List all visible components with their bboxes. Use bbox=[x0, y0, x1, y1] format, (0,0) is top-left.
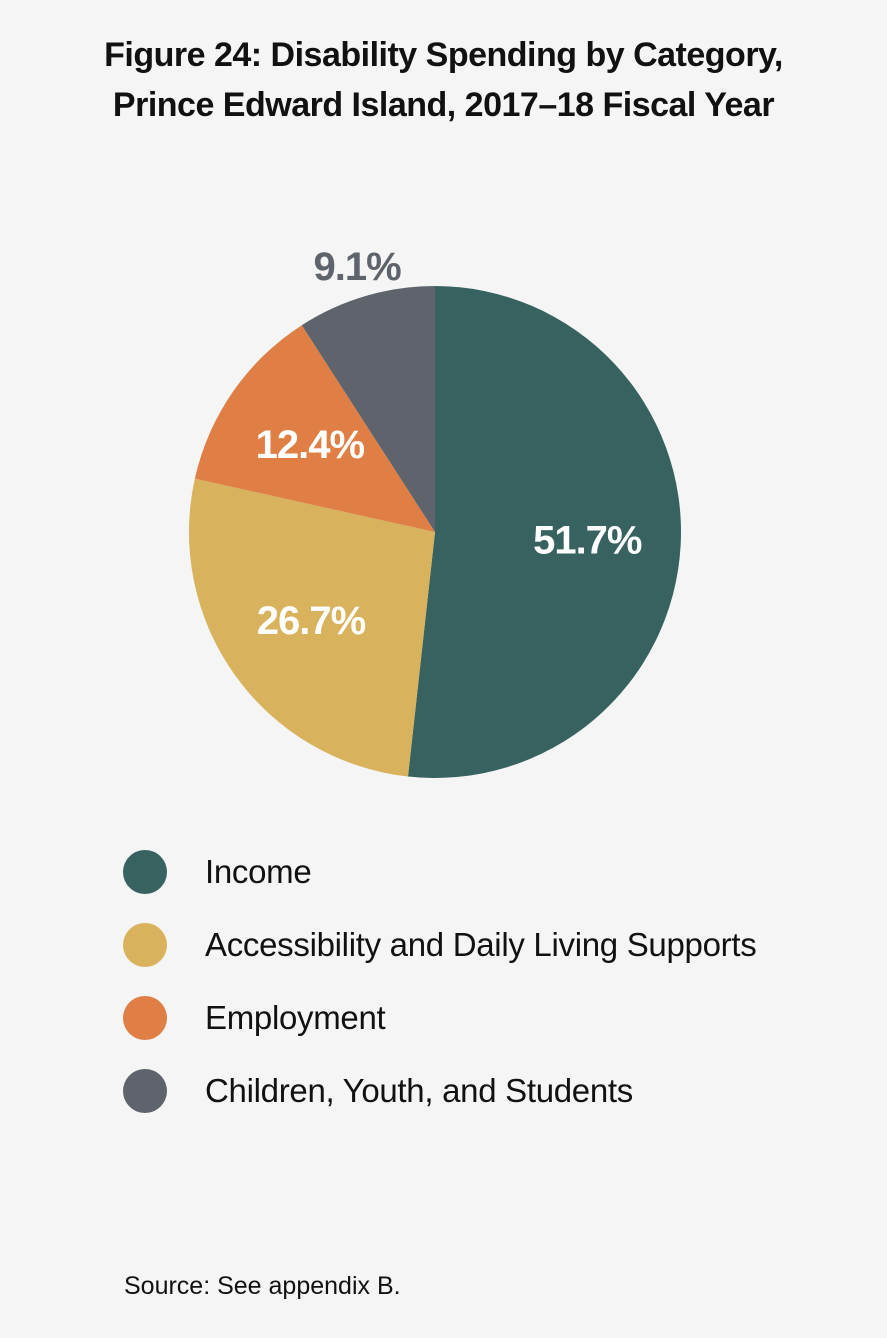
pie-label-accessibility-and-daily-living-supports: 26.7% bbox=[257, 599, 366, 643]
pie-slice-employment bbox=[194, 325, 435, 532]
pie-chart: 51.7% 26.7% 12.4% 9.1% bbox=[188, 245, 682, 778]
pie-chart-svg: 51.7% 26.7% 12.4% 9.1% bbox=[188, 245, 682, 778]
legend-item-income: Income bbox=[123, 848, 756, 896]
pie-label-employment: 12.4% bbox=[256, 423, 365, 467]
legend-swatch bbox=[123, 850, 167, 894]
legend-label: Income bbox=[205, 853, 312, 890]
pie-slice-accessibility-and-daily-living-supports bbox=[188, 478, 435, 777]
pie-slice-income bbox=[407, 286, 682, 778]
legend-swatch bbox=[123, 1069, 167, 1113]
legend-label: Accessibility and Daily Living Supports bbox=[205, 926, 757, 963]
legend-label: Children, Youth, and Students bbox=[205, 1072, 633, 1109]
legend: Income Accessibility and Daily Living Sup… bbox=[123, 848, 757, 1140]
chart-title-line-2: Prince Edward Island, 2017–18 Fiscal Yea… bbox=[112, 86, 775, 124]
legend-item-children-youth-and-students: Children, Youth, and Students bbox=[123, 1067, 756, 1115]
legend-swatch bbox=[123, 923, 167, 967]
legend-item-employment: Employment bbox=[123, 994, 756, 1042]
legend-swatch bbox=[123, 996, 167, 1040]
pie-label-children-youth-and-students: 9.1% bbox=[314, 245, 402, 289]
source-note: Source: See appendix B. bbox=[124, 1272, 401, 1300]
pie-label-income: 51.7% bbox=[533, 518, 642, 562]
chart-title: Figure 24: Disability Spending by Catego… bbox=[0, 30, 887, 130]
legend-label: Employment bbox=[205, 999, 386, 1036]
pie-slice-children-youth-and-students bbox=[301, 286, 435, 532]
legend-item-accessibility-and-daily-living-supports: Accessibility and Daily Living Supports bbox=[123, 921, 757, 969]
chart-title-line-1: Figure 24: Disability Spending by Catego… bbox=[104, 36, 783, 74]
